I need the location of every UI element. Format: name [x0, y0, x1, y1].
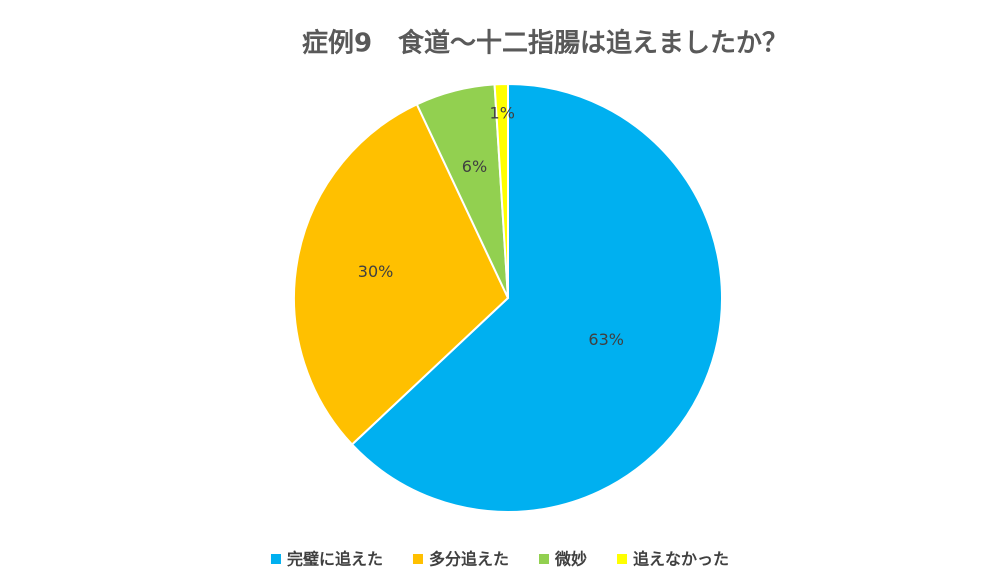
legend-swatch	[617, 554, 628, 564]
data-label: 6%	[462, 157, 487, 176]
legend-label: 微妙	[554, 550, 587, 569]
data-label: 63%	[588, 330, 624, 349]
legend-label: 追えなかった	[633, 550, 729, 569]
pie-slice	[493, 82, 509, 299]
pie-slice	[350, 82, 723, 513]
legend-swatch	[412, 554, 423, 564]
data-label: 1%	[490, 104, 515, 123]
pie-slice	[293, 103, 510, 446]
chart-title: 症例9 食道～十二指腸は追えましたか？	[302, 28, 788, 59]
legend-swatch	[270, 554, 281, 564]
data-label: 30%	[358, 262, 394, 281]
legend-swatch	[539, 554, 549, 564]
legend-label: 完璧に追えた	[287, 550, 383, 569]
legend-label: 多分追えた	[429, 550, 509, 569]
